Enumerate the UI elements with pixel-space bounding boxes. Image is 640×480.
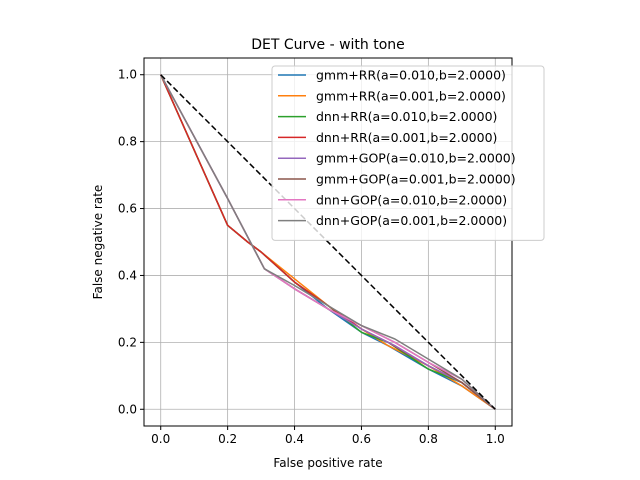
legend-label: dnn+GOP(a=0.001,b=2.0000)	[316, 213, 507, 228]
legend-label: gmm+GOP(a=0.010,b=2.0000)	[316, 151, 516, 166]
x-tick-label: 0.8	[419, 432, 438, 446]
reference-diagonal	[160, 74, 496, 410]
x-tick-label: 0.4	[285, 432, 304, 446]
legend-label: gmm+RR(a=0.001,b=2.0000)	[316, 88, 506, 103]
legend-label: dnn+RR(a=0.010,b=2.0000)	[316, 109, 497, 124]
legend-label: gmm+RR(a=0.010,b=2.0000)	[316, 68, 506, 83]
ticks-layer: 0.0 0.2 0.4 0.6 0.8 1.0 0.0 0.2 0.4 0.6 0.8 1.0	[118, 68, 505, 446]
x-tick-label: 0.6	[352, 432, 371, 446]
y-tick-label: 0.2	[118, 335, 137, 349]
y-tick-label: 0.4	[118, 268, 137, 282]
legend: gmm+RR(a=0.010,b=2.0000) gmm+RR(a=0.001,b…	[271, 65, 545, 241]
x-tick-label: 1.0	[486, 432, 505, 446]
x-axis-label: False positive rate	[273, 456, 382, 470]
x-tick-label: 0.2	[218, 432, 237, 446]
y-axis-label: False negative rate	[91, 185, 105, 300]
y-tick-label: 0.8	[118, 135, 137, 149]
y-tick-label: 0.0	[118, 402, 137, 416]
y-tick-label: 0.6	[118, 202, 137, 216]
x-tick-label: 0.0	[151, 432, 170, 446]
plot-frame	[143, 57, 513, 427]
series-layer	[160, 74, 496, 410]
legend-label: dnn+RR(a=0.001,b=2.0000)	[316, 130, 497, 145]
legend-box	[271, 65, 545, 241]
series-line-8	[160, 74, 496, 410]
chart-title: DET Curve - with tone	[251, 37, 405, 53]
y-tick-label: 1.0	[118, 68, 137, 82]
legend-label: gmm+GOP(a=0.001,b=2.0000)	[316, 172, 516, 187]
legend-label: dnn+GOP(a=0.010,b=2.0000)	[316, 192, 507, 207]
